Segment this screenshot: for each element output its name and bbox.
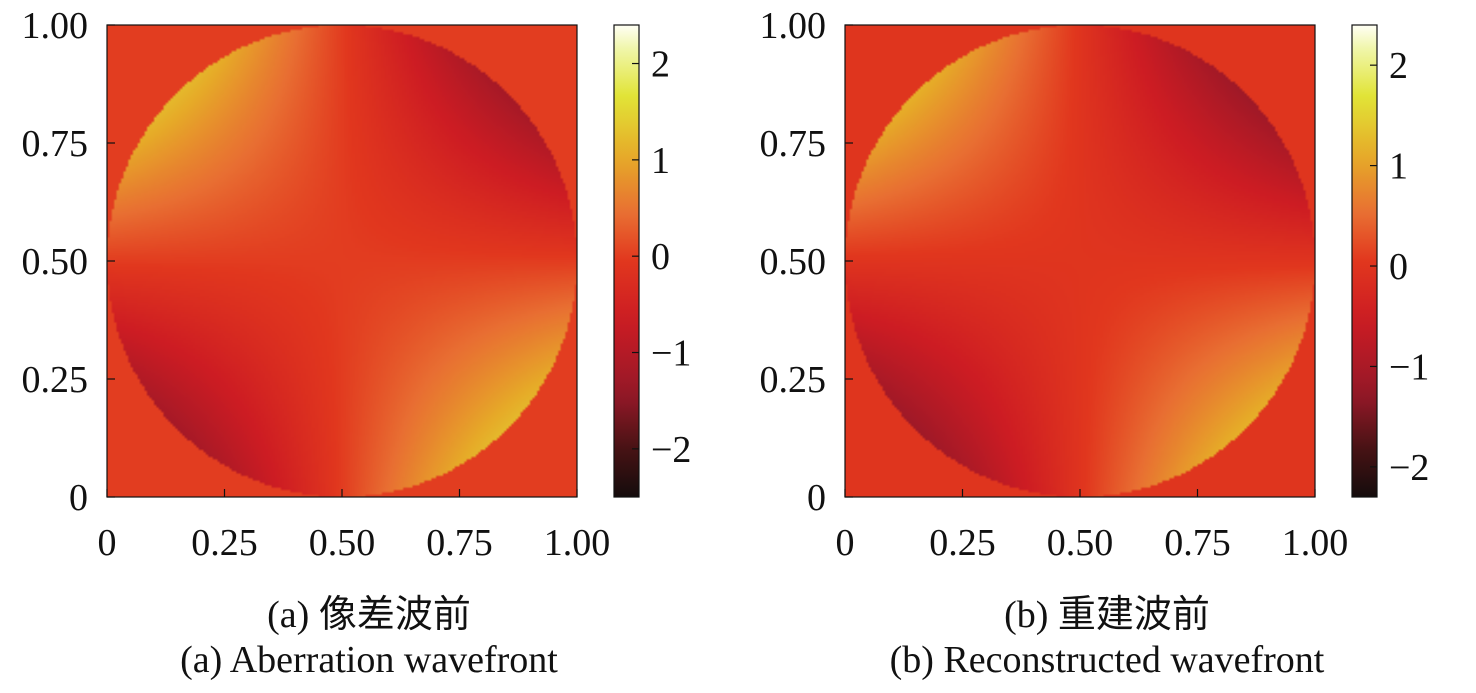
colorbar-tick-label: 1 xyxy=(1389,146,1408,188)
x-tick-label: 0 xyxy=(98,522,117,564)
chart-aberration-wavefront: 0 0.25 0.50 0.75 1.00 0 0.25 0.50 0.75 1.00 −2 −1 0 1… xyxy=(22,5,692,564)
y-tick-label: 1.00 xyxy=(760,5,827,47)
x-tick-label: 0.75 xyxy=(1164,522,1231,564)
colorbar-tick-label: 2 xyxy=(1389,45,1408,87)
colorbar xyxy=(1351,24,1378,498)
colorbar-tick-label: 0 xyxy=(651,236,670,278)
colorbar-tick-label: 1 xyxy=(651,140,670,182)
y-tick-label: 0.25 xyxy=(22,359,89,401)
colorbar-tick-label: −2 xyxy=(1389,447,1429,489)
colorbar xyxy=(613,24,640,498)
y-tick-label: 0.25 xyxy=(760,359,827,401)
colorbar-tick-label: −1 xyxy=(651,333,691,375)
x-tick-label: 0 xyxy=(836,522,855,564)
x-tick-label: 0.50 xyxy=(309,522,376,564)
caption-cn-aberration: (a) 像差波前 xyxy=(267,594,471,636)
x-tick-label: 0.75 xyxy=(426,522,493,564)
x-tick-label: 0.25 xyxy=(929,522,996,564)
wavefront-heatmap xyxy=(845,25,1315,497)
colorbar-tick-label: −1 xyxy=(1389,346,1429,388)
colorbar-tick-label: 2 xyxy=(651,44,670,86)
x-tick-label: 0.25 xyxy=(191,522,258,564)
colorbar-tick-label: −2 xyxy=(651,429,691,471)
y-tick-label: 0.75 xyxy=(760,123,827,165)
y-tick-label: 0 xyxy=(807,477,826,519)
x-tick-label: 1.00 xyxy=(1282,522,1349,564)
panel-reconstructed: 0 0.25 0.50 0.75 1.00 0 0.25 0.50 0.75 1.00 −2 −1 0 1… xyxy=(738,0,1476,693)
panel-aberration: 0 0.25 0.50 0.75 1.00 0 0.25 0.50 0.75 1.00 −2 −1 0 1… xyxy=(22,5,692,681)
y-tick-label: 0.50 xyxy=(22,241,89,283)
chart-reconstructed-wavefront: 0 0.25 0.50 0.75 1.00 0 0.25 0.50 0.75 1.00 −2 −1 0 1… xyxy=(760,5,1430,564)
wavefront-heatmap xyxy=(107,25,577,497)
colorbar-tick-label: 0 xyxy=(1389,246,1408,288)
x-tick-label: 0.50 xyxy=(1047,522,1114,564)
y-tick-label: 0.50 xyxy=(760,241,827,283)
y-tick-label: 0 xyxy=(69,477,88,519)
caption-en-aberration: (a) Aberration wavefront xyxy=(180,639,558,681)
caption-cn-reconstructed: (b) 重建波前 xyxy=(1004,594,1210,636)
caption-en-reconstructed: (b) Reconstructed wavefront xyxy=(889,639,1325,681)
x-tick-label: 1.00 xyxy=(544,522,611,564)
y-tick-label: 1.00 xyxy=(22,5,89,47)
y-tick-label: 0.75 xyxy=(22,123,89,165)
